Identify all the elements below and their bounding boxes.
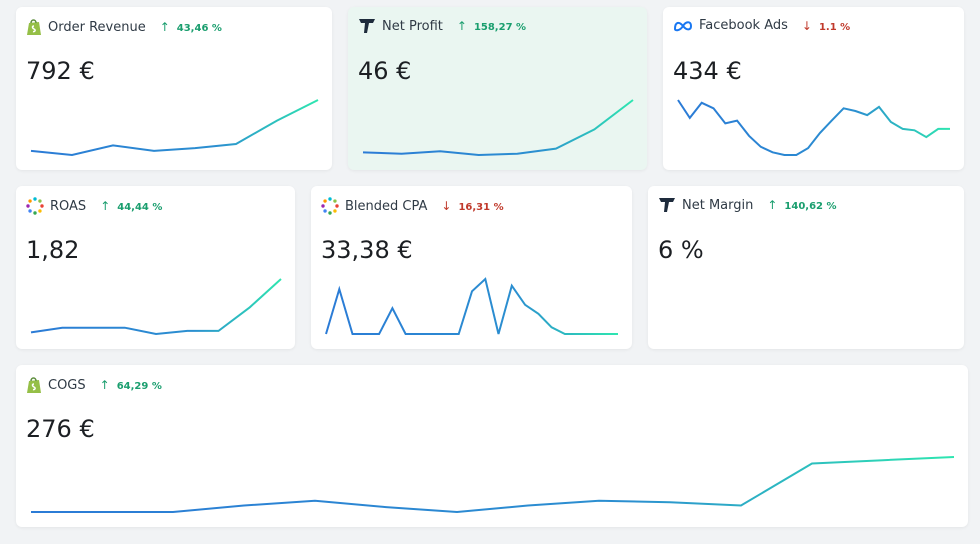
kpi-value: 1,82 (26, 236, 80, 264)
delta: ↑ 44,44 % (100, 199, 162, 213)
card-header: Net Profit ↑ 158,27 % (358, 18, 526, 34)
card-header: COGS ↑ 64,29 % (26, 376, 162, 394)
trend-arrow: ↓ (801, 18, 812, 33)
sparkline (30, 99, 319, 157)
card-title: Net Margin (682, 197, 754, 213)
card-title: Facebook Ads (699, 18, 788, 33)
sparkline (31, 456, 955, 514)
source-icon (658, 197, 676, 213)
kpi-value: 434 € (673, 57, 742, 85)
sparkline (325, 277, 618, 335)
icon (27, 377, 41, 393)
trend-arrow: ↑ (159, 20, 170, 34)
kpi-value: 6 % (658, 236, 704, 264)
delta-value: 64,29 % (116, 381, 162, 392)
delta: ↓ 16,31 % (441, 199, 503, 213)
card-header: ROAS ↑ 44,44 % (26, 197, 162, 215)
source-icon (358, 18, 376, 34)
sparkline-path (362, 99, 634, 157)
kpi-value: 46 € (358, 57, 412, 85)
delta: ↓ 1.1 % (802, 19, 850, 33)
delta-value: 140,62 % (784, 201, 837, 212)
sparkline-path (31, 456, 955, 514)
source-icon (26, 376, 42, 394)
source-icon (26, 18, 42, 36)
sparkline-path (30, 278, 282, 336)
icon (673, 20, 693, 31)
kpi-card: Net Profit ↑ 158,27 % 46 € (348, 7, 647, 170)
source-icon (26, 197, 44, 215)
card-title: Order Revenue (48, 19, 146, 35)
delta-value: 43,46 % (176, 23, 222, 34)
delta: ↑ 158,27 % (457, 19, 526, 33)
icon (659, 198, 675, 212)
kpi-card: ROAS ↑ 44,44 % 1,82 (16, 186, 295, 349)
trend-arrow: ↓ (441, 199, 452, 213)
delta-value: 158,27 % (473, 22, 527, 33)
card-header: Net Margin ↑ 140,62 % (658, 197, 837, 213)
kpi-card: Blended CPA ↓ 16,31 % 33,38 € (311, 186, 632, 349)
kpi-value: 33,38 € (321, 236, 413, 264)
trend-arrow: ↑ (767, 198, 778, 212)
sparkline (30, 278, 282, 336)
card-title: ROAS (50, 198, 87, 214)
kpi-card: COGS ↑ 64,29 % 276 € (16, 365, 968, 527)
card-header: Order Revenue ↑ 43,46 % (26, 18, 222, 36)
sparkline-path (325, 277, 618, 335)
delta-value: 1.1 % (818, 21, 851, 33)
card-header: Facebook Ads ↓ 1.1 % (673, 18, 850, 33)
source-icon (673, 20, 693, 32)
source-icon (321, 197, 339, 215)
trend-arrow: ↑ (100, 199, 111, 213)
card-title: COGS (48, 377, 86, 393)
sparkline (677, 99, 950, 156)
card-title: Blended CPA (345, 198, 428, 214)
kpi-value: 276 € (26, 415, 95, 443)
sparkline (362, 99, 634, 157)
icon (321, 197, 339, 215)
sparkline-path (677, 99, 950, 156)
icon (359, 19, 375, 33)
kpi-value: 792 € (26, 57, 95, 85)
trend-arrow: ↑ (99, 378, 110, 392)
card-title: Net Profit (382, 18, 443, 34)
icon (27, 19, 41, 35)
delta: ↑ 43,46 % (160, 20, 222, 34)
icon (26, 197, 44, 215)
trend-arrow: ↑ (456, 19, 467, 33)
delta-value: 16,31 % (458, 202, 504, 213)
card-header: Blended CPA ↓ 16,31 % (321, 197, 504, 215)
kpi-card: Net Margin ↑ 140,62 % 6 % (648, 186, 964, 349)
kpi-card: Order Revenue ↑ 43,46 % 792 € (16, 7, 332, 170)
sparkline-path (30, 99, 319, 157)
delta: ↑ 64,29 % (100, 378, 162, 392)
delta: ↑ 140,62 % (767, 198, 836, 212)
kpi-card: Facebook Ads ↓ 1.1 % 434 € (663, 7, 964, 170)
delta-value: 44,44 % (117, 202, 163, 213)
